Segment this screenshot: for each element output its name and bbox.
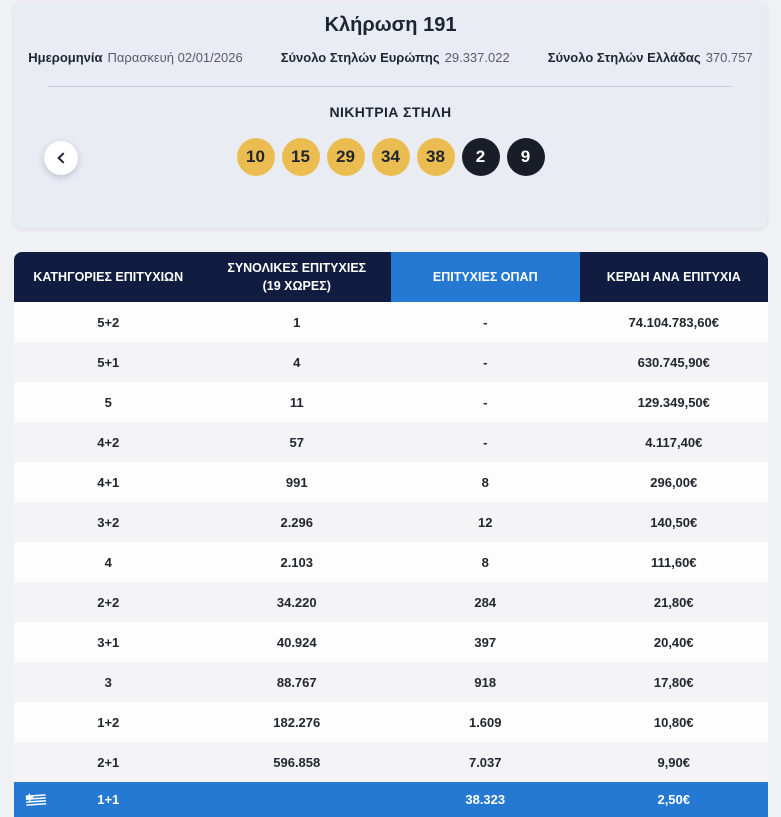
table-row: 3+1 40.924 397 20,40€ — [14, 622, 768, 662]
table-row: 4 2.103 8 111,60€ — [14, 542, 768, 582]
previous-draw-button[interactable] — [44, 141, 78, 175]
draw-info-row: Ημερομηνία Παρασκευή 02/01/2026 Σύνολο Στ… — [14, 50, 767, 65]
table-body: 5+2 1-74.104.783,60€ 5+1 4-630.745,90€ 5 11… — [14, 302, 768, 817]
draw-date-value: Παρασκευή 02/01/2026 — [107, 50, 243, 65]
table-row: 5+1 4-630.745,90€ — [14, 342, 768, 382]
table-header-row: ΚΑΤΗΓΟΡΙΕΣ ΕΠΙΤΥΧΙΩΝ ΣΥΝΟΛΙΚΕΣ ΕΠΙΤΥΧΙΕΣ… — [14, 252, 768, 302]
greece-columns-value: 370.757 — [705, 50, 753, 65]
draw-summary-card: Κλήρωση 191 Ημερομηνία Παρασκευή 02/01/20… — [14, 2, 767, 228]
table-row: 4+1 991 8 296,00€ — [14, 462, 768, 502]
divider — [48, 86, 733, 87]
table-row: 4+2 57-4.117,40€ — [14, 422, 768, 462]
winning-number-ball: 34 — [371, 138, 410, 176]
header-categories: ΚΑΤΗΓΟΡΙΕΣ ΕΠΙΤΥΧΙΩΝ — [33, 269, 184, 284]
table-row: 3+2 2.296 12 140,50€ — [14, 502, 768, 542]
greece-columns-label: Σύνολο Στηλών Ελλάδας — [547, 50, 701, 65]
header-total-wins: ΣΥΝΟΛΙΚΕΣ ΕΠΙΤΥΧΙΕΣ (19 ΧΩΡΕΣ) — [227, 260, 367, 293]
winning-number-ball: 38 — [416, 138, 455, 176]
header-prize-per-win: ΚΕΡΔΗ ΑΝΑ ΕΠΙΤΥΧΙΑ — [606, 269, 741, 284]
greece-flag-icon — [25, 791, 47, 807]
header-opap-wins: ΕΠΙΤΥΧΙΕΣ ΟΠΑΠ — [391, 252, 580, 302]
results-table: ΚΑΤΗΓΟΡΙΕΣ ΕΠΙΤΥΧΙΩΝ ΣΥΝΟΛΙΚΕΣ ΕΠΙΤΥΧΙΕΣ… — [14, 252, 768, 817]
table-row: 2+1 596.858 7.037 9,90€ — [14, 742, 768, 782]
draw-title: Κλήρωση 191 — [324, 14, 457, 36]
winning-number-ball: 10 — [236, 138, 275, 176]
draw-date-label: Ημερομηνία — [28, 50, 103, 65]
winning-number-ball: 15 — [281, 138, 320, 176]
table-row: 5 11-129.349,50€ — [14, 382, 768, 422]
table-row-greece-only: 1+1 38.323 2,50€ — [14, 782, 768, 817]
draw-date: Ημερομηνία Παρασκευή 02/01/2026 — [28, 50, 242, 65]
europe-columns-label: Σύνολο Στηλών Ευρώπης — [280, 50, 440, 65]
winning-number-ball: 29 — [326, 138, 365, 176]
bonus-number-ball: 9 — [506, 138, 545, 176]
table-row: 2+2 34.220 284 21,80€ — [14, 582, 768, 622]
winning-column-title: ΝΙΚΗΤΡΙΑ ΣΤΗΛΗ — [329, 104, 452, 120]
europe-columns-value: 29.337.022 — [444, 50, 510, 65]
europe-columns-total: Σύνολο Στηλών Ευρώπης 29.337.022 — [281, 50, 510, 65]
winning-numbers: 10 15 29 34 38 2 9 — [14, 138, 767, 176]
greece-columns-total: Σύνολο Στηλών Ελλάδας 370.757 — [548, 50, 753, 65]
table-row: 1+2 182.276 1.609 10,80€ — [14, 702, 768, 742]
chevron-left-icon — [56, 152, 69, 164]
table-row: 3 88.767 918 17,80€ — [14, 662, 768, 702]
bonus-number-ball: 2 — [461, 138, 500, 176]
table-row: 5+2 1-74.104.783,60€ — [14, 302, 768, 342]
